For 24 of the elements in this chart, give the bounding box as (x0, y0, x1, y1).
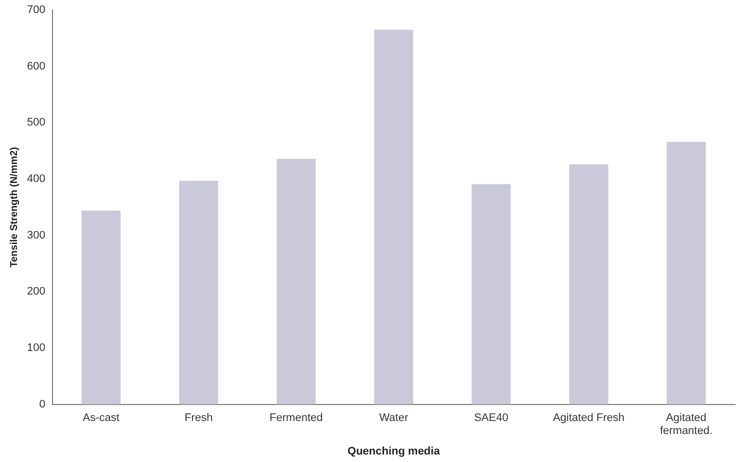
bar (472, 184, 511, 404)
x-tick-label: Agitated Fresh (552, 412, 624, 424)
x-tick-label: Agitated fermanted. (660, 412, 713, 438)
y-tick-label: 600 (26, 60, 46, 72)
bar (179, 180, 218, 404)
bar (569, 164, 608, 404)
bar (82, 210, 121, 404)
y-tick-label: 700 (26, 4, 46, 16)
y-tick-label: 200 (26, 286, 46, 298)
y-tick-label: 400 (26, 173, 46, 186)
bar (276, 158, 316, 404)
x-tick-label: As-cast (82, 412, 120, 424)
x-tick-label: Fermented (270, 412, 323, 424)
y-axis-title: Tensile Strength (N/mm2) (8, 147, 20, 268)
x-tick-label: SAE40 (474, 412, 508, 424)
y-tick-label: 0 (39, 398, 46, 410)
x-axis-title: Quenching media (348, 445, 441, 458)
y-tick-label: 300 (26, 229, 46, 242)
x-tick-label: Fresh (184, 412, 213, 424)
y-tick-label: 100 (26, 342, 46, 354)
x-tick-label: Water (379, 412, 408, 424)
bar (666, 142, 706, 404)
bar (374, 30, 414, 404)
y-tick-label: 500 (26, 116, 46, 129)
